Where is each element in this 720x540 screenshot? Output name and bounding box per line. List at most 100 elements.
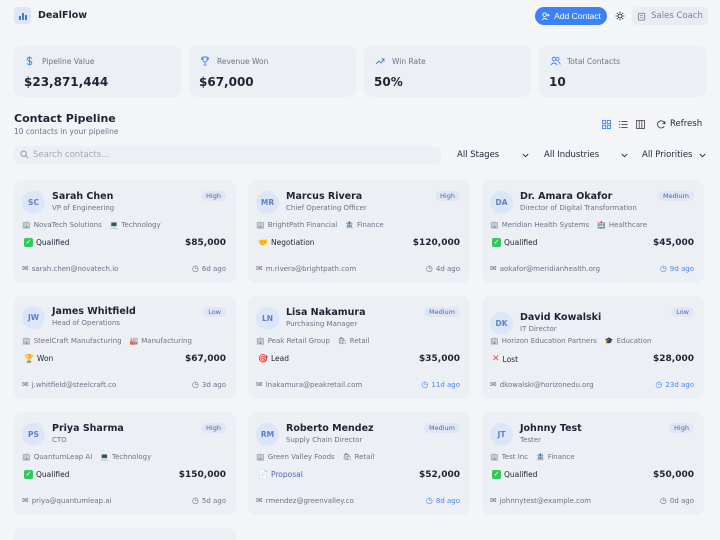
contact-email[interactable]: ✉ m.rivera@brightpath.com (256, 264, 356, 273)
industry-icon: 🛍 (342, 453, 352, 461)
mail-icon: ✉ (256, 264, 263, 273)
search-input[interactable] (33, 148, 433, 162)
contact-card[interactable]: DK David Kowalski IT Director Low 🏢 Horiz… (482, 296, 704, 399)
stat-value: 50% (374, 75, 403, 89)
contact-email[interactable]: ✉ j.whitfield@steelcraft.co (22, 380, 116, 389)
last-activity-text: 4d ago (435, 264, 460, 273)
target-icon: 🎯 (258, 354, 268, 363)
mail-icon: ✉ (490, 496, 497, 505)
clock-icon: ◷ (421, 380, 429, 389)
stat-revenue-won: Revenue Won $67,000 (189, 45, 356, 97)
stage-badge: ✓ Qualified (24, 470, 70, 479)
industry-name: Finance (356, 221, 384, 229)
clipboard-icon (638, 12, 646, 21)
deal-amount: $120,000 (412, 238, 460, 248)
stat-value: 10 (549, 75, 566, 89)
company-name: Meridian Health Systems (501, 221, 590, 229)
mail-icon: ✉ (256, 380, 263, 389)
list-view-button[interactable] (616, 117, 630, 131)
grid-view-button[interactable] (599, 117, 613, 131)
priority-badge: High (435, 191, 460, 201)
stage-filter-select[interactable]: All Stages (457, 147, 529, 163)
industry-icon: 🏦 (536, 453, 545, 461)
priority-badge: Medium (424, 307, 460, 317)
board-view-button[interactable] (633, 117, 647, 131)
avatar: LN (256, 307, 279, 330)
industry-name: Healthcare (608, 221, 648, 229)
contact-meta: 🏢 Test Inc 🏦 Finance (490, 453, 575, 461)
priority-badge: Medium (658, 191, 694, 201)
last-activity: ◷ 23d ago (655, 380, 694, 389)
contact-card[interactable]: LN Lisa Nakamura Purchasing Manager Medi… (248, 296, 470, 399)
contact-meta: 🏢 Horizon Education Partners 🎓 Education (490, 337, 651, 345)
building-icon: 🏢 (256, 337, 265, 345)
sales-coach-button[interactable]: Sales Coach (632, 7, 708, 25)
contact-email[interactable]: ✉ priya@quantumleap.ai (22, 496, 111, 505)
industry-icon: 🏭 (129, 337, 139, 345)
building-icon: 🏢 (22, 453, 31, 461)
contact-card[interactable]: SC Sarah Chen VP of Engineering High 🏢 No… (14, 180, 236, 283)
add-contact-button[interactable]: Add Contact (535, 7, 607, 25)
contact-card[interactable]: JT Johnny Test Tester High 🏢 Test Inc 🏦 Fi… (482, 412, 704, 515)
priority-filter-select[interactable]: All Priorities (642, 147, 706, 163)
avatar: SC (22, 191, 45, 214)
company-name: NovaTech Solutions (33, 221, 102, 229)
contact-meta: 🏢 Green Valley Foods 🛍 Retail (256, 453, 374, 461)
last-activity: ◷ 3d ago (192, 380, 226, 389)
stage-badge: 🤝 Negotiation (258, 238, 315, 247)
mail-icon: ✉ (490, 380, 497, 389)
refresh-button[interactable]: Refresh (657, 117, 702, 131)
company-name: Test Inc (501, 453, 529, 461)
contact-name: Sarah Chen (52, 191, 114, 202)
building-icon: 🏢 (490, 221, 499, 229)
email-text: sarah.chen@novatech.io (31, 264, 119, 273)
email-text: priya@quantumleap.ai (31, 496, 112, 505)
x-icon: ✕ (492, 354, 500, 364)
contact-email[interactable]: ✉ lnakamura@peakretail.com (256, 380, 362, 389)
trophy-icon: 🏆 (24, 354, 34, 363)
email-text: m.rivera@brightpath.com (265, 264, 357, 273)
priority-badge: Medium (424, 423, 460, 433)
contact-meta: 🏢 QuantumLeap AI 💻 Technology (22, 453, 151, 461)
contact-title: Head of Operations (52, 319, 120, 327)
industry-filter-select[interactable]: All Industries (544, 147, 628, 163)
contact-card[interactable]: DA Dr. Amara Okafor Director of Digital … (482, 180, 704, 283)
contact-email[interactable]: ✉ sarah.chen@novatech.io (22, 264, 118, 273)
search-icon (20, 150, 29, 159)
contact-card[interactable]: RM Roberto Mendez Supply Chain Director … (248, 412, 470, 515)
company-name: Green Valley Foods (267, 453, 335, 461)
contact-email[interactable]: ✉ dkowalski@horizonedu.org (490, 380, 594, 389)
trend-up-icon (375, 58, 385, 65)
refresh-label: Refresh (670, 119, 703, 129)
refresh-icon (657, 119, 666, 128)
contact-name: Roberto Mendez (286, 423, 374, 434)
chevron-down-icon (699, 153, 706, 157)
stage-label: Won (36, 354, 54, 363)
theme-toggle-button[interactable] (612, 8, 628, 24)
contact-card[interactable]: PS Priya Sharma CTO High 🏢 QuantumLeap AI… (14, 412, 236, 515)
stage-badge: ✕ Lost (492, 354, 518, 364)
last-activity: ◷ 8d ago (426, 496, 460, 505)
email-text: j.whitfield@steelcraft.co (31, 380, 117, 389)
deal-amount: $150,000 (178, 470, 226, 480)
stage-badge: 🏆 Won (24, 354, 53, 363)
clock-icon: ◷ (655, 380, 663, 389)
contact-email[interactable]: ✉ rmendez@greenvalley.co (256, 496, 354, 505)
contact-email[interactable]: ✉ johnnytest@example.com (490, 496, 591, 505)
contact-card[interactable]: JW James Whitfield Head of Operations Lo… (14, 296, 236, 399)
contact-card-partial[interactable] (14, 528, 236, 540)
stage-label: Lead (270, 354, 289, 363)
section-title: Contact Pipeline (14, 112, 116, 125)
contact-card[interactable]: MR Marcus Rivera Chief Operating Officer… (248, 180, 470, 283)
contact-title: IT Director (520, 325, 557, 333)
deal-amount: $28,000 (653, 354, 694, 364)
sun-icon (615, 11, 625, 21)
chevron-down-icon (522, 153, 529, 157)
mail-icon: ✉ (22, 264, 29, 273)
avatar: JW (22, 306, 45, 329)
deal-amount: $67,000 (185, 354, 226, 364)
stat-label: Pipeline Value (42, 57, 95, 66)
contact-email[interactable]: ✉ aokafor@meridianhealth.org (490, 264, 600, 273)
last-activity-text: 0d ago (669, 496, 694, 505)
deal-amount: $45,000 (653, 238, 694, 248)
